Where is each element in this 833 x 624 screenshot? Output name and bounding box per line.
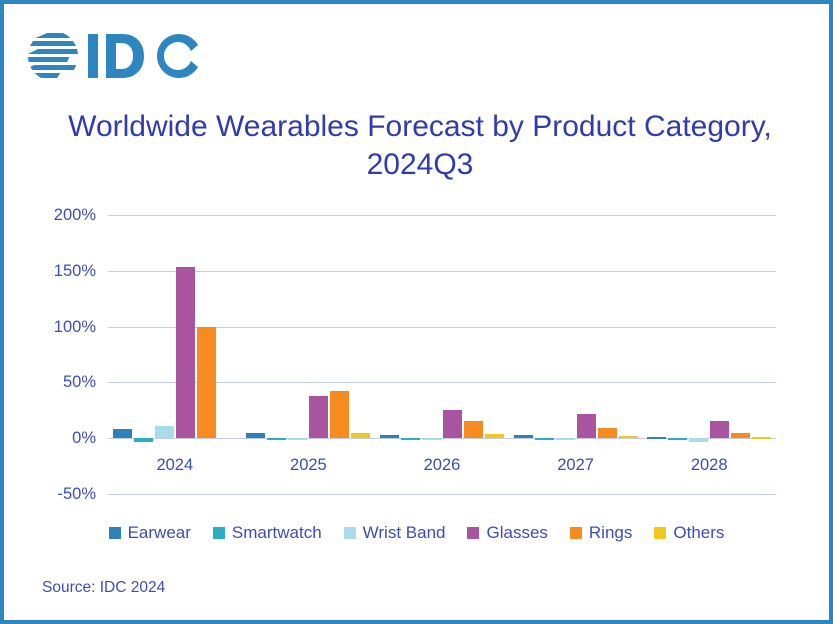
legend-item-glasses[interactable]: Glasses [467, 523, 548, 543]
x-axis-tick-label: 2028 [690, 456, 728, 475]
gridline [108, 382, 776, 384]
bar-smartwatch-2025 [267, 438, 287, 441]
gridline [108, 215, 776, 216]
chart-legend: Earwear Smartwatch Wrist Band Glasses Rings O… [4, 523, 829, 543]
x-axis-tick-label: 2027 [557, 456, 594, 475]
y-axis-tick-label: 150% [53, 261, 96, 280]
source-note: Source: IDC 2024 [42, 579, 166, 596]
bar-smartwatch-2024 [133, 438, 153, 442]
bar-others-2028 [752, 437, 772, 440]
legend-item-rings[interactable]: Rings [569, 523, 633, 543]
gridline [108, 326, 776, 328]
bar-wrist-band-2028 [689, 438, 709, 442]
bar-earwear-2025 [246, 432, 266, 439]
legend-swatch-icon [108, 527, 121, 539]
legend-swatch-icon [654, 527, 667, 539]
legend-swatch-icon [212, 527, 225, 539]
bars-and-gridlines [108, 215, 776, 495]
globe-icon [28, 31, 198, 80]
bar-others-2025 [351, 432, 371, 439]
legend-label: Smartwatch [231, 523, 322, 542]
bar-others-2027 [618, 435, 638, 439]
legend-item-others[interactable]: Others [654, 523, 724, 543]
y-axis-tick-label: 0% [72, 429, 96, 448]
x-axis-tick-label: 2026 [423, 456, 461, 475]
x-axis-tick-label: 2024 [156, 456, 194, 475]
x-axis-tick-label: 2025 [290, 456, 327, 475]
bar-rings-2025 [330, 391, 350, 439]
bar-rings-2024 [196, 326, 216, 439]
bar-wrist-band-2024 [154, 425, 174, 439]
legend-label: Earwear [127, 523, 191, 542]
bar-wrist-band-2026 [422, 438, 441, 441]
legend-item-smartwatch[interactable]: Smartwatch [212, 523, 322, 543]
bar-smartwatch-2026 [401, 438, 420, 441]
bar-glasses-2027 [576, 413, 596, 439]
bar-earwear-2027 [513, 434, 533, 439]
bar-smartwatch-2028 [668, 438, 688, 441]
y-axis-tick-label: 50% [62, 373, 96, 392]
idc-logo [26, 26, 206, 86]
legend-swatch-icon [343, 527, 356, 539]
legend-label: Glasses [486, 523, 548, 542]
bar-glasses-2025 [309, 395, 329, 439]
bar-earwear-2024 [112, 429, 132, 439]
bar-rings-2027 [597, 428, 617, 439]
chart-plot-area: -50% 0% 50% 100% 150% 200% 2024 2025 2026 2027 20… [4, 200, 829, 510]
gridline [108, 270, 776, 272]
y-axis-labels: -50% 0% 50% 100% 150% 200% [4, 207, 829, 503]
bar-glasses-2026 [443, 410, 462, 439]
bar-wrist-band-2025 [288, 438, 308, 441]
y-axis-tick-label: 200% [53, 206, 96, 224]
bar-rings-2026 [464, 421, 483, 439]
bar-glasses-2028 [710, 421, 730, 439]
y-axis-tick-label: 100% [53, 317, 96, 336]
bar-smartwatch-2027 [534, 438, 554, 441]
bar-earwear-2026 [380, 434, 399, 439]
chart-title: Worldwide Wearables Forecast by Product … [68, 110, 772, 181]
bar-rings-2028 [731, 432, 751, 439]
legend-label: Others [673, 523, 725, 542]
legend-label: Wrist Band [362, 523, 446, 542]
bar-earwear-2028 [647, 437, 667, 440]
legend-item-wrist-band[interactable]: Wrist Band [343, 523, 446, 543]
legend-item-earwear[interactable]: Earwear [108, 523, 191, 543]
bar-others-2026 [485, 433, 504, 439]
bar-wrist-band-2027 [555, 438, 575, 441]
y-axis-tick-label: -50% [57, 485, 96, 503]
gridline [108, 438, 776, 440]
bar-glasses-2024 [175, 267, 195, 439]
legend-label: Rings [588, 523, 633, 542]
legend-swatch-icon [467, 527, 480, 539]
legend-swatch-icon [569, 527, 582, 539]
gridline [108, 494, 776, 495]
